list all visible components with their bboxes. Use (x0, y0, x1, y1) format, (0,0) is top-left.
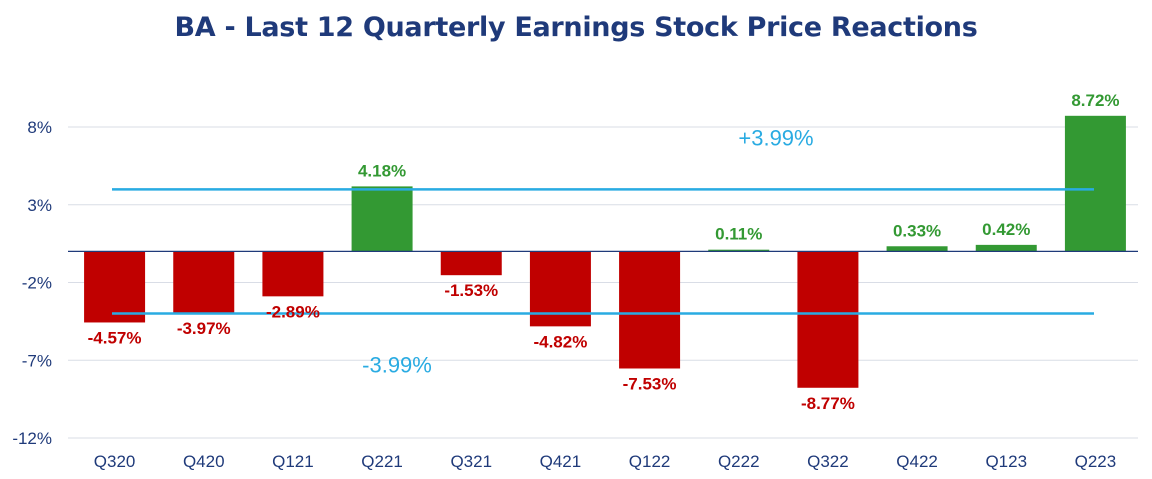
data-label: -1.53% (444, 281, 498, 300)
bar (886, 246, 948, 252)
x-tick-label: Q122 (629, 452, 671, 471)
bar (619, 251, 681, 369)
bar (440, 251, 502, 276)
data-label: -7.53% (623, 374, 677, 393)
y-axis-tick-labels: 8% 3% -2% -7% -12% (12, 118, 52, 448)
x-tick-label: Q320 (94, 452, 136, 471)
reference-lines: +3.99% -3.99% (112, 125, 1094, 377)
x-tick-label: Q420 (183, 452, 225, 471)
bar (351, 186, 413, 252)
bar (797, 251, 859, 388)
data-label: 0.11% (715, 225, 762, 244)
data-label: 0.33% (893, 221, 941, 240)
x-tick-label: Q322 (807, 452, 849, 471)
data-label: -2.89% (266, 302, 320, 321)
bar (708, 249, 770, 252)
data-label: 8.72% (1071, 91, 1119, 110)
bar (262, 251, 324, 297)
data-label: -3.97% (177, 319, 231, 338)
x-tick-label: Q321 (450, 452, 492, 471)
chart-title: BA - Last 12 Quarterly Earnings Stock Pr… (174, 12, 978, 43)
bar (1064, 115, 1126, 252)
data-label: -4.57% (88, 328, 142, 347)
y-tick-label: -7% (22, 351, 52, 370)
data-label: 0.42% (982, 220, 1030, 239)
x-tick-label: Q221 (361, 452, 403, 471)
x-tick-label: Q123 (985, 452, 1027, 471)
x-tick-label: Q121 (272, 452, 314, 471)
data-label: -4.82% (533, 332, 587, 351)
x-tick-label: Q421 (540, 452, 582, 471)
data-label: -8.77% (801, 394, 855, 413)
bar (84, 251, 146, 323)
y-tick-label: 3% (27, 196, 52, 215)
x-tick-label: Q223 (1075, 452, 1117, 471)
gridlines (68, 126, 1138, 439)
bar (529, 251, 591, 327)
data-label: 4.18% (358, 161, 406, 180)
bar (975, 244, 1037, 252)
reference-line-label: +3.99% (738, 125, 813, 150)
x-tick-label: Q222 (718, 452, 760, 471)
y-tick-label: -12% (12, 429, 52, 448)
y-tick-label: -2% (22, 274, 52, 293)
x-tick-label: Q422 (896, 452, 938, 471)
x-axis-tick-labels: Q320 Q420 Q121 Q221 Q321 Q421 Q122 Q222 Q322 Q422… (94, 452, 1116, 471)
bar (173, 251, 235, 314)
y-tick-label: 8% (27, 118, 52, 137)
data-labels: -4.57% -3.97% -2.89% 4.18% -1.53% -4.82% -7.53… (88, 91, 1120, 413)
reference-line-label: -3.99% (362, 352, 432, 377)
